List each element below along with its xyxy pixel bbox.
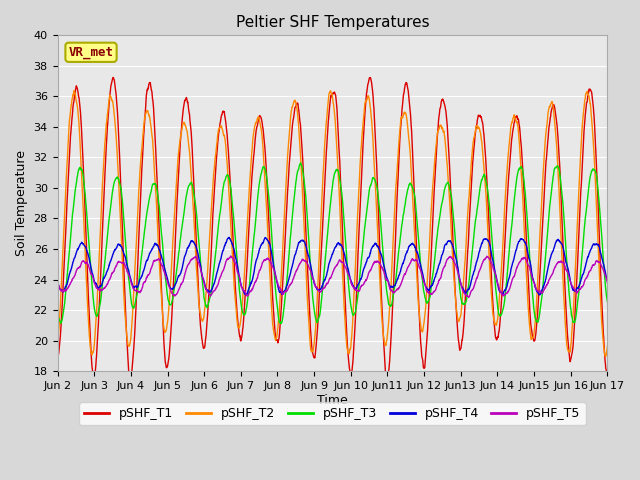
pSHF_T1 — [571, 319, 579, 325]
pSHF_T1 — [126, 376, 134, 382]
Line: pSHF_T4: pSHF_T4 — [58, 238, 607, 295]
pSHF_T5 — [465, 294, 472, 300]
Text: VR_met: VR_met — [68, 46, 113, 59]
pSHF_T4 — [604, 277, 611, 283]
pSHF_T5 — [571, 287, 579, 292]
pSHF_T1 — [361, 113, 369, 119]
pSHF_T5 — [349, 283, 356, 288]
pSHF_T1 — [109, 74, 117, 80]
pSHF_T2 — [360, 105, 368, 111]
pSHF_T1 — [556, 157, 563, 163]
pSHF_T4 — [207, 288, 214, 294]
X-axis label: Time: Time — [317, 394, 348, 407]
pSHF_T5 — [604, 280, 611, 286]
pSHF_T2 — [602, 353, 609, 359]
pSHF_T2 — [493, 323, 500, 328]
pSHF_T1 — [349, 361, 356, 367]
pSHF_T3 — [297, 160, 305, 166]
Line: pSHF_T3: pSHF_T3 — [58, 163, 607, 324]
pSHF_T3 — [571, 320, 579, 325]
pSHF_T5 — [227, 253, 235, 259]
pSHF_T3 — [361, 225, 369, 230]
pSHF_T3 — [604, 299, 611, 305]
pSHF_T5 — [360, 280, 368, 286]
pSHF_T5 — [54, 280, 61, 286]
pSHF_T3 — [54, 310, 61, 316]
pSHF_T4 — [349, 281, 356, 287]
Legend: pSHF_T1, pSHF_T2, pSHF_T3, pSHF_T4, pSHF_T5: pSHF_T1, pSHF_T2, pSHF_T3, pSHF_T4, pSHF… — [79, 402, 586, 425]
pSHF_T3 — [493, 294, 500, 300]
pSHF_T4 — [54, 278, 61, 284]
pSHF_T1 — [207, 246, 215, 252]
pSHF_T2 — [207, 209, 215, 215]
pSHF_T3 — [556, 167, 563, 173]
pSHF_T4 — [571, 288, 579, 294]
pSHF_T5 — [556, 259, 563, 265]
pSHF_T2 — [604, 343, 611, 349]
pSHF_T1 — [493, 337, 500, 343]
pSHF_T4 — [556, 238, 563, 244]
pSHF_T4 — [360, 264, 368, 270]
Line: pSHF_T5: pSHF_T5 — [58, 256, 607, 297]
Line: pSHF_T1: pSHF_T1 — [58, 77, 607, 379]
pSHF_T3 — [207, 291, 214, 297]
pSHF_T5 — [493, 277, 500, 283]
Y-axis label: Soil Temperature: Soil Temperature — [15, 150, 28, 256]
Line: pSHF_T2: pSHF_T2 — [58, 91, 607, 356]
pSHF_T4 — [535, 292, 543, 298]
pSHF_T2 — [54, 343, 61, 348]
pSHF_T3 — [277, 321, 285, 326]
pSHF_T1 — [604, 371, 611, 377]
Title: Peltier SHF Temperatures: Peltier SHF Temperatures — [236, 15, 429, 30]
pSHF_T2 — [70, 88, 78, 94]
pSHF_T2 — [556, 188, 563, 194]
pSHF_T4 — [225, 235, 233, 240]
pSHF_T2 — [570, 288, 578, 293]
pSHF_T3 — [349, 311, 356, 317]
pSHF_T2 — [349, 322, 356, 328]
pSHF_T4 — [493, 275, 500, 280]
pSHF_T1 — [54, 352, 61, 358]
pSHF_T5 — [207, 292, 214, 298]
